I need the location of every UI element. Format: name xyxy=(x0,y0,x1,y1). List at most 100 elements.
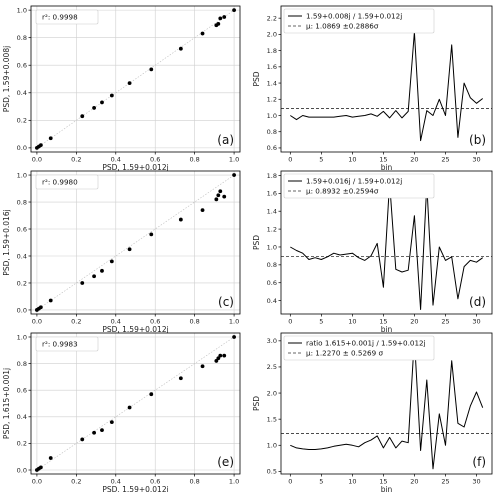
x-tick-label: 20 xyxy=(410,156,418,164)
y-tick-label: 2.0 xyxy=(267,31,277,39)
y-tick-label: 0.8 xyxy=(267,261,277,269)
y-tick-label: 1.0 xyxy=(17,171,27,179)
legend-box xyxy=(35,9,99,25)
data-point xyxy=(127,405,132,410)
data-point xyxy=(222,15,227,19)
x-tick-label: 0 xyxy=(288,478,292,486)
panel-label: (a) xyxy=(217,133,234,147)
y-tick-label: 0.4 xyxy=(17,252,27,260)
y-tick-label: 1.0 xyxy=(17,333,27,341)
legend-entry: r²: 0.9980 xyxy=(42,178,78,187)
data-point xyxy=(100,100,104,105)
y-axis-label: PSD, 1.615+0.001j xyxy=(2,368,11,439)
legend-entry: μ: 1.0869 ±0.2886σ xyxy=(306,22,379,31)
data-point xyxy=(109,259,114,264)
x-tick-label: 1.0 xyxy=(229,318,239,326)
data-point xyxy=(218,353,223,358)
y-tick-label: 1.4 xyxy=(267,79,277,87)
x-tick-label: 20 xyxy=(410,318,418,326)
data-point xyxy=(218,16,223,21)
y-tick-label: 1.5 xyxy=(267,415,277,423)
y-tick-label: 0.2 xyxy=(17,279,27,287)
panel-label: (e) xyxy=(217,455,234,469)
x-tick-label: 0.2 xyxy=(71,318,81,326)
panel-label: (c) xyxy=(218,295,234,309)
y-tick-label: 0.6 xyxy=(267,279,277,287)
y-tick-label: 1.0 xyxy=(17,6,27,14)
x-axis-label: PSD, 1.59+0.012j xyxy=(102,325,168,334)
plot-frame xyxy=(30,5,241,153)
data-point xyxy=(92,430,96,435)
x-tick-label: 10 xyxy=(348,318,356,326)
x-tick-label: 0.4 xyxy=(111,156,121,164)
x-axis-label: bin xyxy=(381,163,393,172)
data-point xyxy=(149,67,154,72)
data-point xyxy=(232,8,236,13)
data-point xyxy=(178,217,183,222)
identity-line xyxy=(36,9,235,149)
data-point xyxy=(127,81,132,86)
data-point xyxy=(80,281,85,285)
y-tick-label: 0.4 xyxy=(267,297,277,305)
y-axis-label: PSD, 1.59+0.016j xyxy=(2,209,11,275)
data-point xyxy=(222,194,227,199)
identity-line xyxy=(36,336,235,471)
data-point xyxy=(178,46,183,51)
x-tick-label: 1.0 xyxy=(229,156,239,164)
x-tick-label: 10 xyxy=(348,478,356,486)
data-point xyxy=(216,193,221,198)
y-tick-label: 1.4 xyxy=(267,208,277,216)
x-tick-label: 5 xyxy=(319,318,323,326)
data-point xyxy=(218,189,223,194)
data-point xyxy=(127,247,132,252)
x-tick-label: 0.0 xyxy=(32,318,42,326)
y-tick-label: 0.2 xyxy=(17,117,27,125)
y-tick-label: 2.2 xyxy=(267,14,277,22)
plot-area xyxy=(31,333,240,474)
data-point xyxy=(109,420,114,425)
data-point xyxy=(214,359,219,363)
y-tick-label: 0.6 xyxy=(17,386,27,394)
x-tick-label: 30 xyxy=(472,478,480,486)
x-tick-label: 0.8 xyxy=(189,478,199,486)
x-tick-label: 15 xyxy=(379,156,387,164)
x-tick-label: 0.4 xyxy=(111,318,121,326)
data-point xyxy=(80,114,85,119)
data-point xyxy=(109,93,114,98)
series-line xyxy=(290,337,484,470)
data-point xyxy=(100,268,104,273)
plot-frame xyxy=(30,170,241,315)
x-tick-label: 25 xyxy=(441,478,449,486)
legend-entry: r²: 0.9998 xyxy=(42,13,78,22)
panel-label: (b) xyxy=(469,133,486,147)
data-point xyxy=(38,305,43,310)
x-tick-label: 15 xyxy=(379,318,387,326)
y-tick-label: 2.5 xyxy=(267,363,277,371)
legend-entry: 1.59+0.008j / 1.59+0.012j xyxy=(306,12,402,21)
data-point xyxy=(38,143,43,148)
plot-frame xyxy=(30,332,241,475)
y-tick-label: 0.0 xyxy=(17,144,27,152)
x-tick-label: 10 xyxy=(348,156,356,164)
data-point xyxy=(222,353,227,358)
y-tick-label: 0.0 xyxy=(17,306,27,314)
x-axis-label: PSD, 1.59+0.012j xyxy=(102,485,168,492)
x-tick-label: 1.0 xyxy=(229,478,239,486)
y-tick-label: 0.8 xyxy=(17,34,27,42)
data-point xyxy=(92,274,96,279)
legend-entry: ratio 1.615+0.001j / 1.59+0.012j xyxy=(306,339,426,348)
y-tick-label: 0.5 xyxy=(267,468,277,476)
data-point xyxy=(200,364,205,369)
y-tick-label: 0.8 xyxy=(267,128,277,136)
plot-area xyxy=(31,171,240,314)
x-tick-label: 0 xyxy=(288,156,292,164)
x-tick-label: 0.2 xyxy=(71,156,81,164)
x-axis-label: bin xyxy=(381,325,393,334)
y-axis-label: PSD, 1.59+0.008j xyxy=(2,46,11,112)
x-tick-label: 0.0 xyxy=(32,156,42,164)
x-tick-label: 0.6 xyxy=(150,156,160,164)
y-tick-label: 0.6 xyxy=(17,225,27,233)
x-tick-label: 5 xyxy=(319,478,323,486)
data-point xyxy=(216,356,221,361)
